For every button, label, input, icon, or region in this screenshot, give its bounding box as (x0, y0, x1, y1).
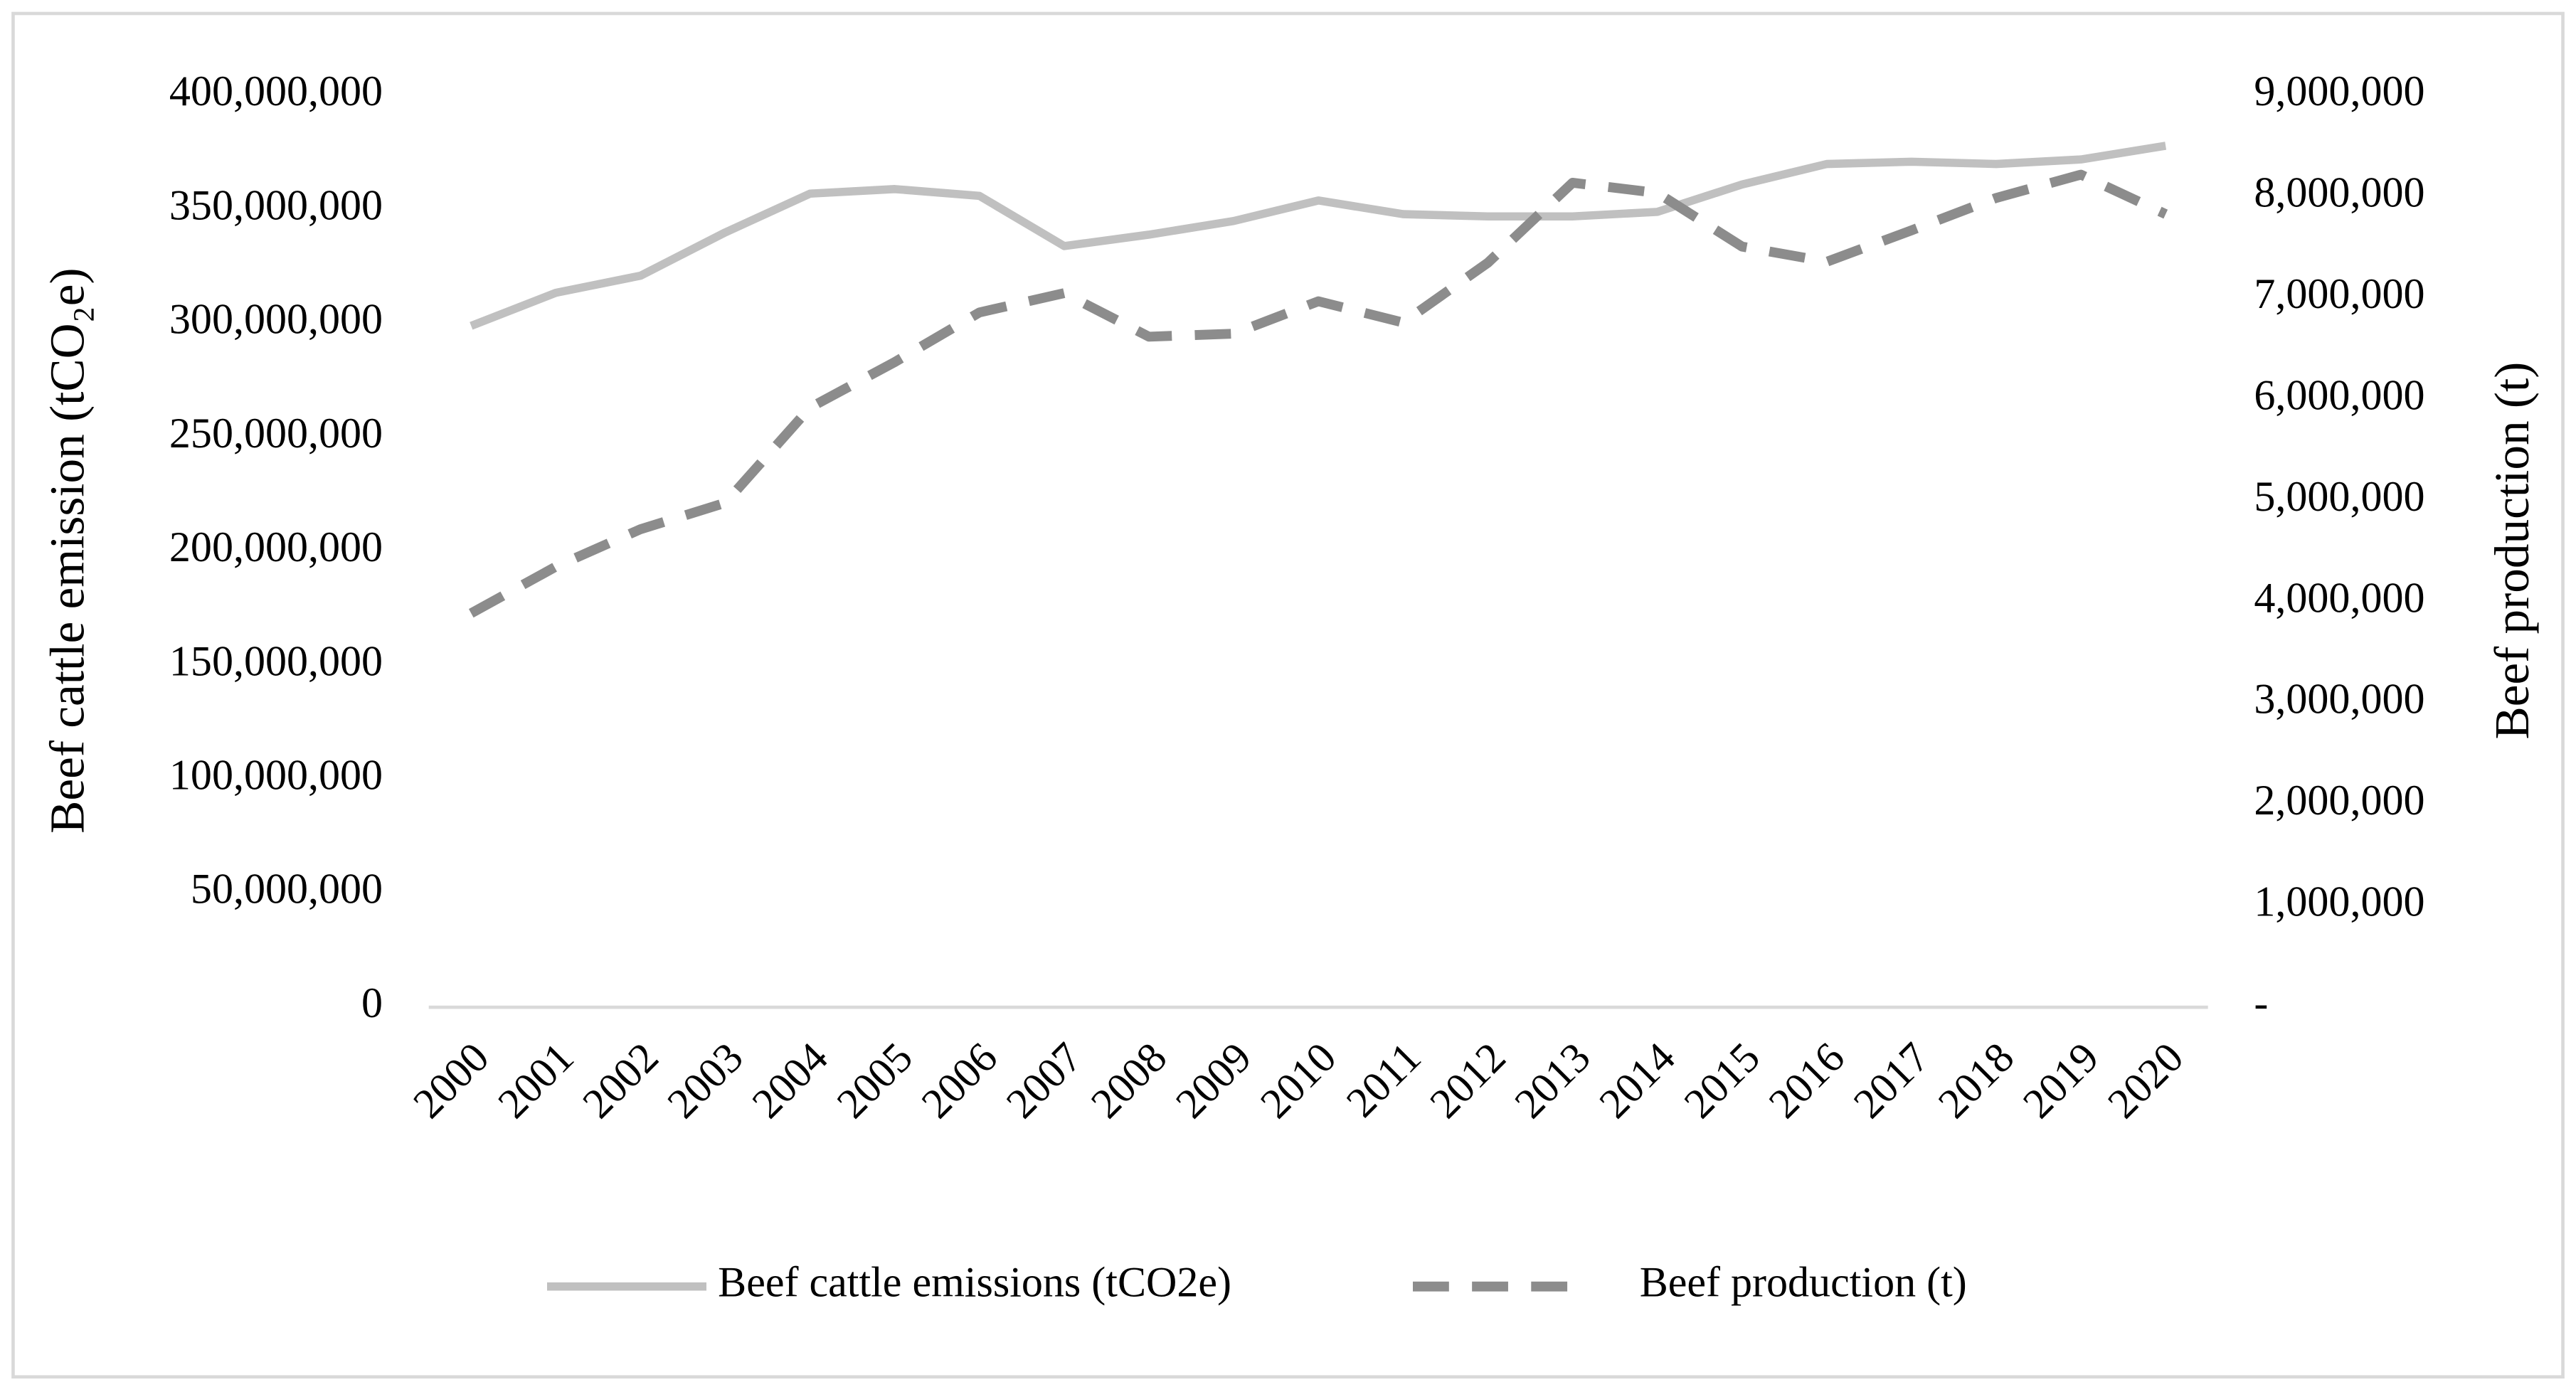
legend-label: Beef production (t) (1640, 1258, 1967, 1305)
y2-tick-label: 1,000,000 (2254, 877, 2424, 925)
legend-label: Beef cattle emissions (tCO2e) (718, 1258, 1231, 1305)
y2-tick-label: - (2254, 979, 2268, 1026)
y2-tick-label: 7,000,000 (2254, 270, 2424, 317)
y-tick-label: 0 (361, 979, 383, 1026)
chart-border (11, 11, 2565, 1379)
y-tick-label: 400,000,000 (169, 67, 383, 115)
y-axis-title: Beef cattle emission (tCO₂e) (40, 267, 95, 833)
y-tick-label: 200,000,000 (169, 523, 383, 570)
y2-tick-label: 6,000,000 (2254, 371, 2424, 418)
y-tick-label: 100,000,000 (169, 750, 383, 798)
y2-tick-label: 5,000,000 (2254, 472, 2424, 520)
y-tick-label: 50,000,000 (191, 865, 383, 913)
y2-tick-label: 2,000,000 (2254, 776, 2424, 824)
y-tick-label: 350,000,000 (169, 181, 383, 228)
y2-axis-title: Beef production (t) (2484, 362, 2539, 740)
y2-tick-label: 8,000,000 (2254, 169, 2424, 216)
series-line (470, 142, 2167, 330)
y2-tick-label: 9,000,000 (2254, 67, 2424, 115)
series-line (468, 169, 2168, 618)
y-tick-label: 250,000,000 (169, 409, 383, 457)
y2-tick-label: 4,000,000 (2254, 573, 2424, 621)
y-tick-label: 150,000,000 (169, 637, 383, 684)
y2-tick-label: 3,000,000 (2254, 675, 2424, 723)
y-tick-label: 300,000,000 (169, 295, 383, 343)
